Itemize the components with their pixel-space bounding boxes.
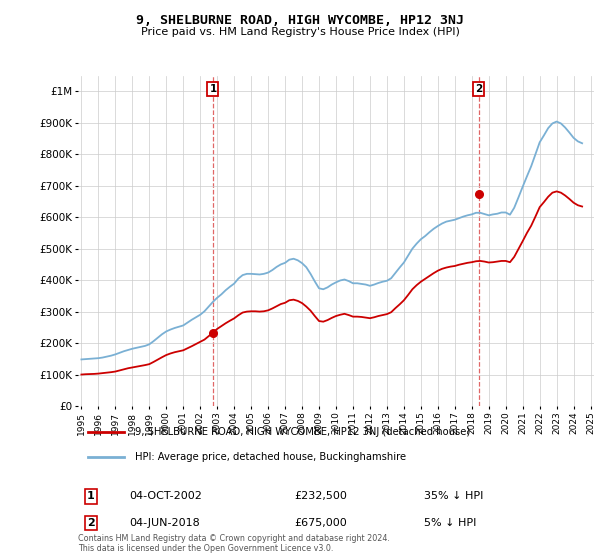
Text: £675,000: £675,000: [295, 518, 347, 528]
Text: 35% ↓ HPI: 35% ↓ HPI: [424, 491, 483, 501]
Text: 1: 1: [87, 491, 95, 501]
Text: Contains HM Land Registry data © Crown copyright and database right 2024.
This d: Contains HM Land Registry data © Crown c…: [78, 534, 390, 553]
Text: 1: 1: [209, 84, 217, 94]
Text: £232,500: £232,500: [295, 491, 347, 501]
Text: 04-JUN-2018: 04-JUN-2018: [130, 518, 200, 528]
Text: Price paid vs. HM Land Registry's House Price Index (HPI): Price paid vs. HM Land Registry's House …: [140, 27, 460, 37]
Text: HPI: Average price, detached house, Buckinghamshire: HPI: Average price, detached house, Buck…: [135, 452, 406, 462]
Text: 04-OCT-2002: 04-OCT-2002: [130, 491, 202, 501]
Text: 5% ↓ HPI: 5% ↓ HPI: [424, 518, 476, 528]
Text: 9, SHELBURNE ROAD, HIGH WYCOMBE, HP12 3NJ (detached house): 9, SHELBURNE ROAD, HIGH WYCOMBE, HP12 3N…: [135, 427, 470, 437]
Text: 2: 2: [87, 518, 95, 528]
Text: 2: 2: [475, 84, 482, 94]
Text: 9, SHELBURNE ROAD, HIGH WYCOMBE, HP12 3NJ: 9, SHELBURNE ROAD, HIGH WYCOMBE, HP12 3N…: [136, 14, 464, 27]
